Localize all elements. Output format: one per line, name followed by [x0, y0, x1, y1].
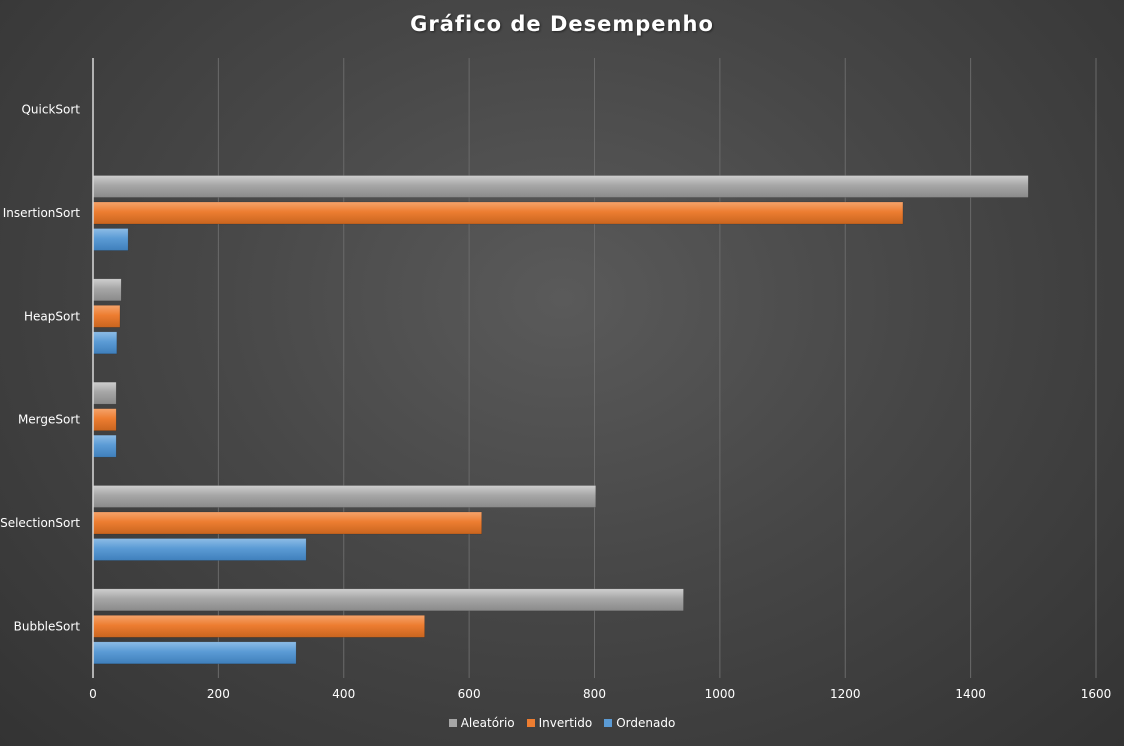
bar-aleatorio-mergesort — [92, 381, 117, 405]
bar-ordenado-bubblesort — [92, 641, 297, 665]
legend-swatch — [448, 719, 457, 727]
bar-ordenado-mergesort — [92, 434, 117, 458]
x-tick-label: 400 — [332, 687, 355, 701]
x-tick-label: 1600 — [1081, 687, 1112, 701]
legend-item: Ordenado — [604, 716, 675, 730]
category-label: InsertionSort — [3, 206, 81, 220]
x-tick-label: 1400 — [955, 687, 986, 701]
bar-ordenado-heapsort — [92, 331, 118, 355]
bar-aleatorio-selectionsort — [92, 485, 597, 508]
category-label: SelectionSort — [0, 516, 80, 530]
legend-label: Aleatório — [460, 716, 515, 730]
x-tick-label: 0 — [89, 687, 97, 701]
legend-label: Invertido — [538, 716, 593, 730]
bar-invertido-selectionsort — [92, 511, 482, 535]
legend-swatch — [604, 719, 613, 727]
bar-invertido-mergesort — [92, 408, 117, 431]
bar-invertido-bubblesort — [92, 615, 425, 638]
bar-invertido-insertionsort — [92, 201, 904, 225]
axes: 0 200 400 600 800 1000 1200 1400 1600 QuickSort In… — [0, 58, 1111, 701]
chart-title: Gráfico de Desempenho — [410, 12, 714, 36]
bars — [92, 175, 1029, 665]
gridlines — [217, 58, 1097, 678]
legend-label: Ordenado — [616, 716, 676, 730]
legend: Aleatório Invertido Ordenado — [0, 716, 1124, 730]
x-tick-label: 600 — [458, 687, 481, 701]
bar-aleatorio-insertionsort — [92, 175, 1029, 198]
legend-swatch — [526, 719, 535, 727]
category-label: MergeSort — [18, 413, 80, 427]
bar-aleatorio-bubblesort — [92, 588, 684, 612]
legend-item: Aleatório — [448, 716, 515, 730]
bar-ordenado-insertionsort — [92, 228, 129, 251]
bar-invertido-heapsort — [92, 305, 121, 328]
category-label: HeapSort — [24, 309, 80, 323]
x-tick-label: 1000 — [705, 687, 736, 701]
bar-aleatorio-heapsort — [92, 278, 122, 302]
category-label: BubbleSort — [14, 619, 81, 633]
x-tick-label: 800 — [583, 687, 606, 701]
legend-item: Invertido — [526, 716, 593, 730]
bar-ordenado-selectionsort — [92, 538, 307, 561]
x-tick-label: 1200 — [830, 687, 861, 701]
x-tick-label: 200 — [207, 687, 230, 701]
category-label: QuickSort — [21, 103, 80, 117]
